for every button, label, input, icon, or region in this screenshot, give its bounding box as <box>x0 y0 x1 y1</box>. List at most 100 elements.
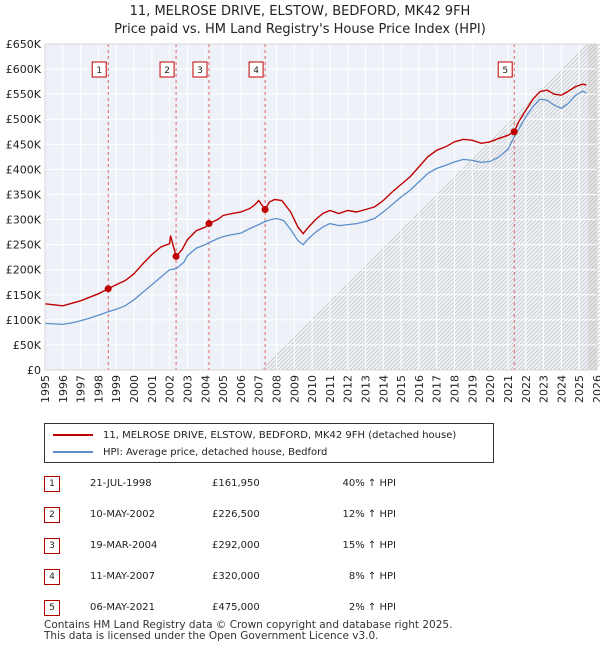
sale-hpi-change: 40% ↑ HPI <box>342 478 396 489</box>
sale-price: £292,000 <box>212 540 260 551</box>
projection-hatch <box>281 51 600 371</box>
sale-number-badge: 3 <box>44 538 60 554</box>
footer-copyright: Contains HM Land Registry data © Crown c… <box>44 619 453 631</box>
projection-hatch <box>421 191 600 371</box>
projection-hatch <box>513 283 600 371</box>
projection-hatch <box>485 255 600 371</box>
y-tick-label: £650K <box>6 38 42 51</box>
sale-number-label: 3 <box>197 66 203 76</box>
sale-hpi-change: 12% ↑ HPI <box>342 509 396 520</box>
projection-hatch <box>349 119 600 371</box>
projection-hatch <box>341 111 600 371</box>
y-tick-label: £600K <box>6 63 42 76</box>
series-line-hpi <box>44 90 587 326</box>
projection-hatch <box>477 247 600 371</box>
projection-hatch <box>449 219 600 371</box>
sale-number-badge: 5 <box>44 600 60 616</box>
sale-number-badge: 4 <box>44 569 60 585</box>
sale-price: £161,950 <box>212 478 260 489</box>
legend-item-property: 11, MELROSE DRIVE, ELSTOW, BEDFORD, MK42… <box>53 428 456 442</box>
y-tick-label: £200K <box>6 264 42 277</box>
projection-hatch <box>337 107 600 371</box>
footer: Contains HM Land Registry data © Crown c… <box>44 620 452 642</box>
projection-hatch <box>413 183 600 371</box>
sale-point <box>205 220 213 228</box>
projection-hatch <box>461 231 600 371</box>
projection-hatch <box>517 287 600 371</box>
projection-hatch <box>489 259 600 371</box>
x-tick-label: 2026 <box>591 375 600 403</box>
projection-hatch <box>285 55 600 371</box>
projection-hatch <box>369 139 600 371</box>
footer-license: This data is licensed under the Open Gov… <box>44 630 379 642</box>
x-tick-label: 2023 <box>538 375 551 403</box>
projection-hatch <box>533 303 600 371</box>
x-tick-label: 2016 <box>413 375 426 403</box>
legend-swatch-property <box>53 434 93 436</box>
sale-number-box <box>248 61 264 78</box>
x-tick-label: 2000 <box>128 375 141 403</box>
sale-number-label: 4 <box>253 66 259 76</box>
projection-hatch <box>333 103 600 371</box>
x-tick-label: 2003 <box>181 375 194 403</box>
projection-hatch <box>317 87 600 371</box>
sale-number-label: 5 <box>502 66 508 76</box>
table-row: 4 11-MAY-2007 £320,000 8% ↑ HPI <box>44 567 464 587</box>
projection-hatch <box>469 239 600 371</box>
x-tick-label: 2018 <box>449 375 462 403</box>
chart-legend: 11, MELROSE DRIVE, ELSTOW, BEDFORD, MK42… <box>44 423 494 463</box>
projection-hatch <box>393 163 600 371</box>
sale-date: 21-JUL-1998 <box>90 478 152 489</box>
table-row: 1 21-JUL-1998 £161,950 40% ↑ HPI <box>44 474 464 494</box>
projection-hatch <box>445 215 600 371</box>
table-row: 2 10-MAY-2002 £226,500 12% ↑ HPI <box>44 505 464 525</box>
legend-label-property: 11, MELROSE DRIVE, ELSTOW, BEDFORD, MK42… <box>103 429 457 441</box>
sale-hpi-change: 15% ↑ HPI <box>342 540 396 551</box>
projection-hatch <box>521 291 600 371</box>
projection-hatch <box>457 227 600 371</box>
sale-hpi-change: 2% ↑ HPI <box>348 602 396 613</box>
x-tick-label: 2008 <box>270 375 283 403</box>
sale-point <box>510 128 518 136</box>
projection-hatch <box>389 159 600 371</box>
projection-hatch <box>525 295 600 371</box>
y-tick-label: £300K <box>6 214 42 227</box>
projection-hatch <box>345 115 600 371</box>
projection-hatch <box>357 127 600 371</box>
projection-hatch <box>465 235 600 371</box>
projection-hatch <box>501 271 600 371</box>
x-tick-label: 2025 <box>573 375 586 403</box>
sale-number-badge: 2 <box>44 507 60 523</box>
sale-number-label: 2 <box>164 66 170 76</box>
projection-hatch <box>529 299 600 371</box>
projection-hatch <box>377 147 600 371</box>
x-tick-label: 2019 <box>466 375 479 403</box>
sale-point <box>261 206 269 214</box>
projection-hatch <box>385 155 600 371</box>
x-tick-label: 2001 <box>146 375 159 403</box>
table-row: 3 19-MAR-2004 £292,000 15% ↑ HPI <box>44 536 464 556</box>
x-tick-label: 2014 <box>377 375 390 403</box>
sale-date: 06-MAY-2021 <box>90 602 156 613</box>
x-tick-label: 2010 <box>306 375 319 403</box>
projection-hatch <box>373 143 600 371</box>
x-tick-label: 2020 <box>484 375 497 403</box>
y-tick-label: £50K <box>13 339 42 352</box>
projection-hatch <box>297 67 600 371</box>
sale-point <box>172 252 180 260</box>
y-tick-label: £450K <box>6 138 42 151</box>
price-chart: 1 2 3 4 5 £0 £50K £100K £150K £200K £250K £300K £350… <box>6 38 600 403</box>
x-tick-label: 2021 <box>502 375 515 403</box>
x-tick-label: 2012 <box>342 375 355 403</box>
series-line-property <box>44 83 587 307</box>
legend-swatch-hpi <box>53 451 93 453</box>
sale-hpi-change: 8% ↑ HPI <box>348 571 396 582</box>
projection-hatch <box>409 179 600 371</box>
projection-hatch <box>481 251 600 371</box>
projection-hatch <box>321 91 600 371</box>
x-tick-label: 2004 <box>199 375 212 403</box>
projection-hatch <box>441 211 600 371</box>
x-tick-label: 2002 <box>164 375 177 403</box>
x-tick-label: 1999 <box>110 375 123 403</box>
x-tick-label: 2022 <box>520 375 533 403</box>
